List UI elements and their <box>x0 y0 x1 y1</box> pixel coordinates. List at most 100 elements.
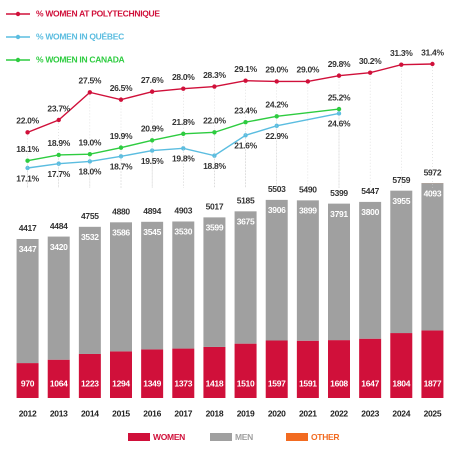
legend-swatch <box>128 433 150 441</box>
women-value-label: 1597 <box>268 378 286 388</box>
x-tick-label: 2018 <box>206 408 224 418</box>
legend-label: OTHER <box>311 432 339 442</box>
bar-segment <box>359 201 382 339</box>
line-point <box>118 154 124 159</box>
women-value-label: 1510 <box>237 378 255 388</box>
women-value-label: 1349 <box>143 378 161 388</box>
men-value-label: 3447 <box>19 244 37 254</box>
total-label: 4417 <box>19 223 37 233</box>
bar-segment <box>172 348 195 398</box>
x-tick-label: 2014 <box>81 408 99 418</box>
women-value-label: 1804 <box>392 378 410 388</box>
total-label: 4484 <box>50 221 68 231</box>
line-point <box>87 90 93 95</box>
legend-dot <box>15 11 21 17</box>
women-value-label: 1064 <box>50 378 68 388</box>
line-point <box>149 138 155 143</box>
percent-label: 22.0% <box>203 116 226 126</box>
line-point <box>243 78 248 83</box>
total-label: 5759 <box>392 175 410 185</box>
percent-label: 26.5% <box>110 83 133 93</box>
men-value-label: 3675 <box>237 217 255 227</box>
percent-label: 18.8% <box>203 161 226 171</box>
bar-segment <box>296 340 319 398</box>
x-tick-label: 2019 <box>237 408 255 418</box>
men-value-label: 3791 <box>330 209 348 219</box>
line-point <box>336 106 342 112</box>
line-point <box>430 61 435 67</box>
percent-label: 21.6% <box>234 141 257 151</box>
women-value-label: 1608 <box>330 378 348 388</box>
bar-segment <box>234 343 257 398</box>
line-point <box>87 151 93 157</box>
total-label: 4755 <box>81 211 99 221</box>
men-value-label: 3906 <box>268 205 286 215</box>
total-label: 5447 <box>361 186 379 196</box>
legend-swatch <box>210 433 232 441</box>
x-tick-label: 2025 <box>424 408 442 418</box>
percent-label: 28.3% <box>203 70 226 80</box>
bar-segment <box>296 200 319 341</box>
percent-label: 19.8% <box>172 154 195 164</box>
x-tick-label: 2015 <box>112 408 130 418</box>
x-tick-label: 2021 <box>299 408 317 418</box>
bar-segment <box>16 238 39 364</box>
women-value-label: 1877 <box>424 378 442 388</box>
men-value-label: 4093 <box>424 188 442 198</box>
line-point <box>274 114 279 119</box>
women-value-label: 1294 <box>112 378 130 388</box>
line <box>27 63 433 134</box>
line-point <box>212 130 217 135</box>
bar-segment <box>390 333 413 398</box>
bar-segment <box>328 340 350 398</box>
line-point <box>56 161 61 166</box>
bar-segment <box>328 203 350 341</box>
x-tick-label: 2013 <box>50 408 68 418</box>
legend-label: % WOMEN IN CANADA <box>36 54 125 64</box>
bar-segment <box>47 359 70 398</box>
bar-segment <box>234 211 257 344</box>
x-tick-label: 2012 <box>19 408 37 418</box>
men-value-label: 3899 <box>299 206 317 216</box>
line-point <box>399 62 404 67</box>
bar-segment <box>78 226 101 354</box>
percent-label: 20.9% <box>141 124 164 134</box>
line-point <box>212 153 217 158</box>
total-label: 4903 <box>174 206 192 216</box>
percent-label: 30.2% <box>359 56 382 66</box>
line-point <box>149 89 155 94</box>
percent-label: 24.6% <box>328 119 351 129</box>
percent-label: 19.9% <box>110 131 133 141</box>
percent-label: 17.7% <box>47 169 70 179</box>
line-point <box>118 145 124 150</box>
percent-label: 18.7% <box>110 162 133 172</box>
line-point <box>305 79 311 84</box>
women-value-label: 1418 <box>206 378 224 388</box>
bar-segment <box>47 236 70 360</box>
women-value-label: 970 <box>21 378 35 388</box>
legend-label: WOMEN <box>153 432 185 442</box>
line-point <box>56 152 61 158</box>
total-label: 5503 <box>268 184 286 194</box>
line-point <box>243 133 248 138</box>
bar-segment <box>16 363 39 398</box>
x-tick-label: 2022 <box>330 408 348 418</box>
line <box>27 108 340 162</box>
percent-label: 17.1% <box>16 173 39 183</box>
bar-segment <box>265 199 288 341</box>
x-tick-label: 2017 <box>174 408 192 418</box>
percent-label: 24.2% <box>265 100 288 110</box>
men-value-label: 3800 <box>361 207 379 217</box>
line-point <box>25 165 30 171</box>
x-tick-label: 2023 <box>361 408 379 418</box>
percent-label: 31.3% <box>390 48 413 58</box>
percent-label: 25.2% <box>328 92 351 102</box>
men-value-label: 3586 <box>112 228 130 238</box>
percent-label: 23.7% <box>47 103 70 113</box>
bar-segment <box>359 338 382 398</box>
percent-label: 29.0% <box>297 65 320 75</box>
percent-label: 22.0% <box>16 116 39 126</box>
line-point <box>274 79 279 84</box>
line-point <box>56 117 61 123</box>
